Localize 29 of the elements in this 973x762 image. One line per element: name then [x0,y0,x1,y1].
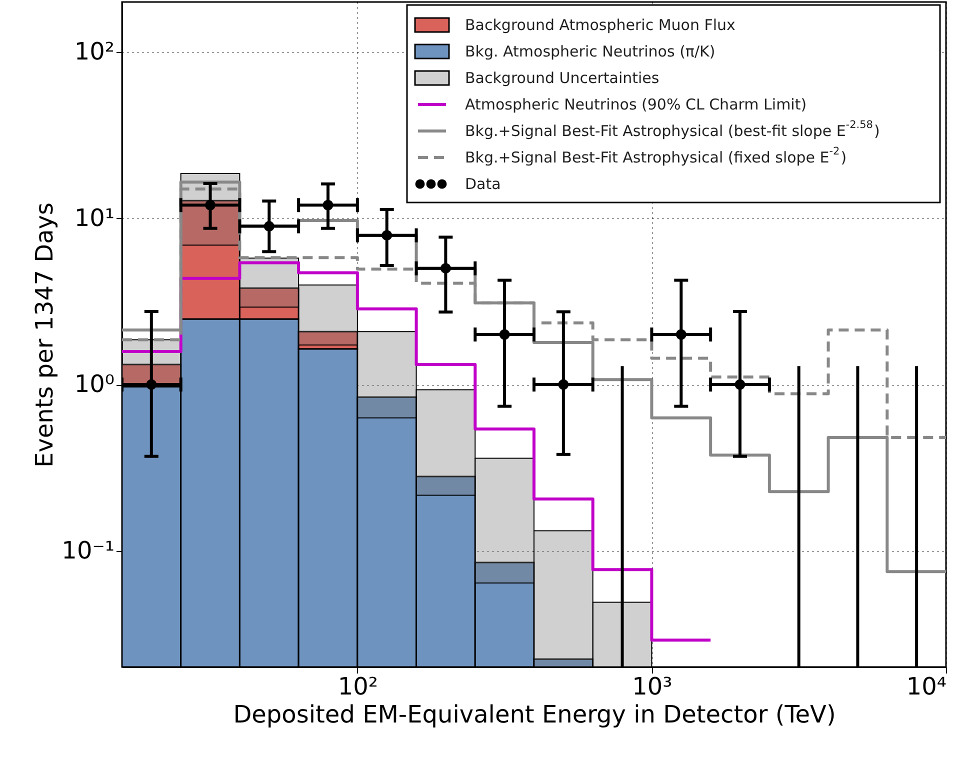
legend-label: Data [465,175,501,193]
bar [533,530,594,667]
point [146,379,157,390]
legend-label: Atmospheric Neutrinos (90% CL Charm Limit) [465,96,807,114]
bar [298,284,358,346]
y-tick-label: 10⁻¹ [62,536,114,564]
point [499,329,510,340]
point [264,221,274,232]
point [322,200,334,210]
bar [239,258,300,308]
legend-label: Background Atmospheric Muon Flux [465,16,736,34]
y-tick-label: 10⁰ [74,370,114,398]
point [205,200,216,210]
y-tick-label: 10¹ [74,204,114,232]
x-tick-label: 10³ [632,672,672,700]
legend-label: Bkg. Atmospheric Neutrinos (π/K) [465,42,716,60]
point [440,263,451,274]
y-axis-title: Events per 1347 Days [30,202,59,468]
legend-label: Background Uncertainties [465,69,660,87]
x-axis-title: Deposited EM-Equivalent Energy in Detector (TeV) [233,700,836,728]
bar [474,458,534,584]
y-tick-label: 10² [74,38,114,66]
point [382,230,392,241]
bar [416,389,476,496]
point [558,379,569,390]
bar [592,602,652,667]
bar [356,331,417,418]
x-tick-label: 10² [338,672,378,700]
x-tick-label: 10⁴ [906,672,946,700]
